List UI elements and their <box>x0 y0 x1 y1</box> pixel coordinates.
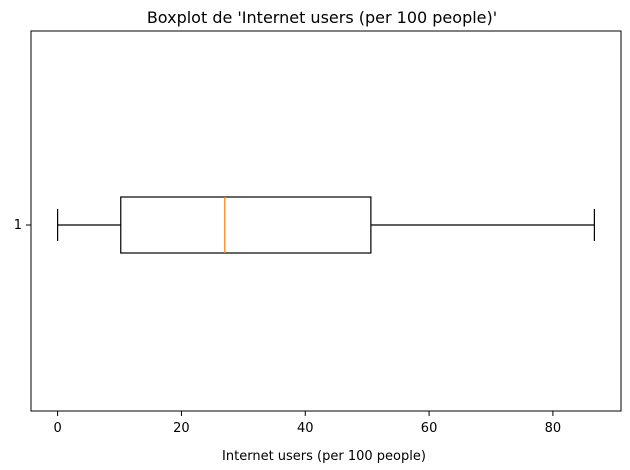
x-tick-label: 0 <box>53 421 61 436</box>
x-axis-ticks: 0 20 40 60 80 <box>53 411 561 436</box>
x-tick-label: 60 <box>421 421 438 436</box>
x-axis-label: Internet users (per 100 people) <box>222 449 426 464</box>
x-tick-label: 20 <box>173 421 190 436</box>
chart-title: Boxplot de 'Internet users (per 100 peop… <box>147 8 497 27</box>
x-tick-label: 40 <box>297 421 314 436</box>
y-tick-label: 1 <box>14 218 22 233</box>
y-axis-ticks: 1 <box>14 218 31 233</box>
iqr-box <box>120 196 372 254</box>
plot-frame <box>30 30 622 412</box>
boxplot-series <box>57 196 595 254</box>
x-tick-label: 80 <box>545 421 562 436</box>
